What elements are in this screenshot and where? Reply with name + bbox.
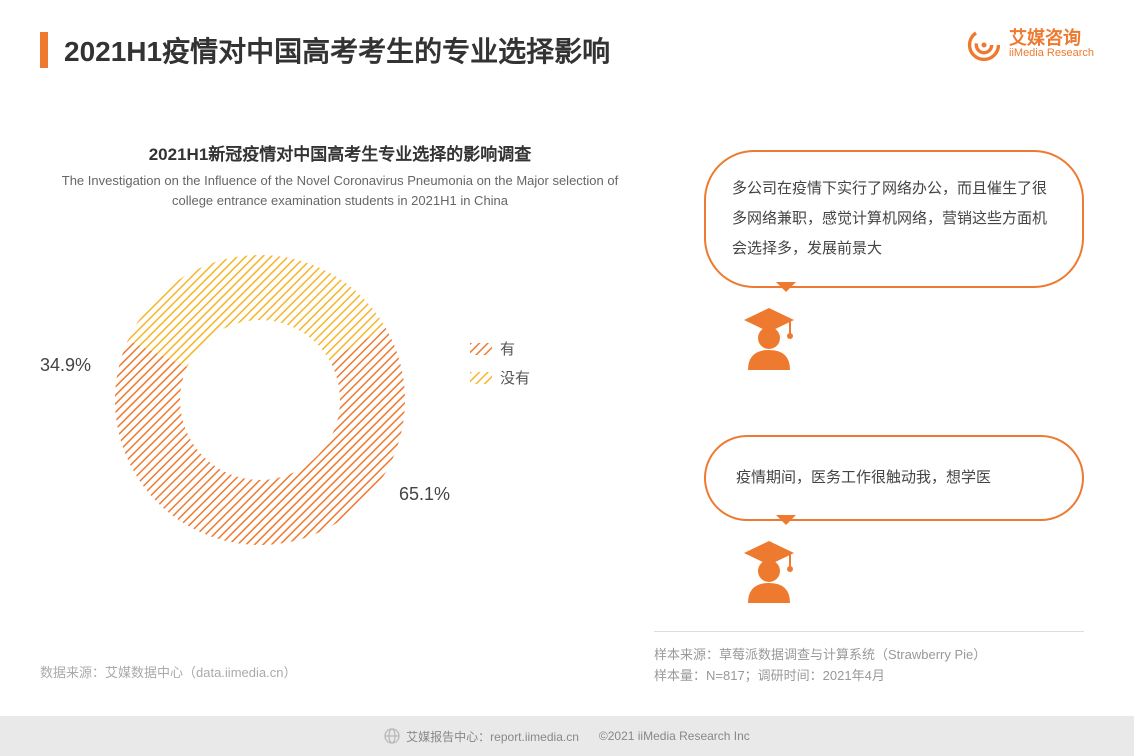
footer: 艾媒报告中心：report.iimedia.cn ©2021 iiMedia R… [0, 716, 1134, 756]
quote-block: 疫情期间，医务工作很触动我，想学医 [704, 435, 1084, 608]
footer-left: 艾媒报告中心：report.iimedia.cn [406, 728, 579, 745]
globe-icon [384, 728, 400, 744]
sample-size: 样本量：N=817；调研时间：2021年4月 [654, 665, 1084, 684]
chart-section: 2021H1新冠疫情对中国高考生专业选择的影响调查 The Investigat… [60, 140, 620, 560]
graduate-icon [734, 533, 804, 603]
header: 2021H1疫情对中国高考考生的专业选择影响 [0, 0, 1134, 80]
logo-icon [967, 28, 1001, 62]
donut-chart: 34.9% 65.1% [100, 240, 420, 560]
accent-bar [40, 32, 48, 68]
graduate-icon [734, 300, 804, 370]
legend-item-no: 没有 [470, 367, 530, 388]
legend-swatch-icon [470, 372, 492, 384]
slice-label-yes: 65.1% [399, 484, 450, 505]
quote-block: 多公司在疫情下实行了网络办公，而且催生了很多网络兼职，感觉计算机网络，营销这些方… [704, 150, 1084, 375]
legend-item-yes: 有 [470, 338, 530, 359]
chart-title-en: The Investigation on the Influence of th… [60, 171, 620, 210]
quotes-section: 多公司在疫情下实行了网络办公，而且催生了很多网络兼职，感觉计算机网络，营销这些方… [704, 150, 1084, 668]
legend-swatch-icon [470, 343, 492, 355]
speech-bubble: 疫情期间，医务工作很触动我，想学医 [704, 435, 1084, 521]
sample-info: 样本来源：草莓派数据调查与计算系统（Strawberry Pie） 样本量：N=… [654, 631, 1084, 686]
logo: 艾媒咨询 iiMedia Research [967, 28, 1094, 62]
sample-source: 样本来源：草莓派数据调查与计算系统（Strawberry Pie） [654, 644, 1084, 663]
slice-label-no: 34.9% [40, 355, 91, 376]
donut-slice [115, 328, 405, 546]
legend-label: 有 [500, 338, 515, 359]
legend-label: 没有 [500, 367, 530, 388]
chart-title-zh: 2021H1新冠疫情对中国高考生专业选择的影响调查 [60, 140, 620, 165]
chart-legend: 有 没有 [470, 330, 530, 396]
footer-right: ©2021 iiMedia Research Inc [599, 729, 750, 743]
quote-text: 疫情期间，医务工作很触动我，想学医 [736, 469, 991, 486]
speech-bubble: 多公司在疫情下实行了网络办公，而且催生了很多网络兼职，感觉计算机网络，营销这些方… [704, 150, 1084, 288]
logo-text-zh: 艾媒咨询 [1009, 29, 1094, 47]
quote-text: 多公司在疫情下实行了网络办公，而且催生了很多网络兼职，感觉计算机网络，营销这些方… [732, 180, 1047, 257]
logo-text-en: iiMedia Research [1009, 47, 1094, 60]
page-title: 2021H1疫情对中国高考考生的专业选择影响 [64, 30, 610, 70]
data-source: 数据来源：艾媒数据中心（data.iimedia.cn） [40, 662, 296, 681]
